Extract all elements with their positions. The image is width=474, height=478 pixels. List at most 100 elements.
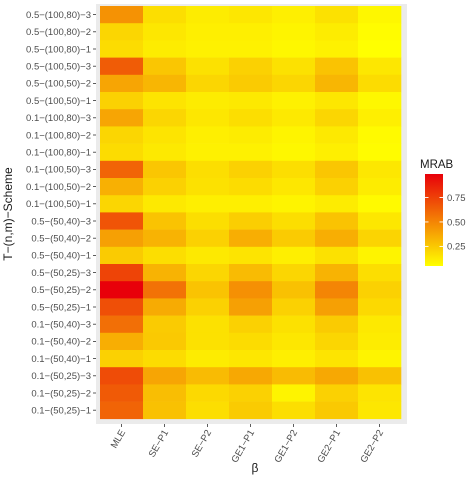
heatmap-cell [358,264,402,282]
y-tick-label: 0.5−(50,25)−1 [31,302,91,313]
heatmap-cell [186,126,230,144]
heatmap-cell [229,23,273,41]
heatmap-cell [272,23,316,41]
heatmap-cell [272,143,316,162]
heatmap-cell [186,350,230,368]
legend-tick-label: 0.25 [447,242,466,253]
y-tick-label: 0.5−(100,80)−2 [26,27,91,38]
y-axis-title: T−(n,m)−Scheme [1,167,15,261]
heatmap-cell [315,384,359,402]
heatmap-cell [272,92,316,110]
heatmap-cell [100,401,144,420]
y-tick-label: 0.1−(50,40)−2 [31,337,91,348]
heatmap-cell [100,281,144,299]
heatmap-cell [100,160,144,179]
heatmap-cell [358,212,402,230]
heatmap-cell [143,212,187,230]
heatmap-cell [272,6,316,24]
heatmap-cell [143,298,187,316]
heatmap-cell [315,350,359,368]
heatmap-cell [186,92,230,110]
x-axis-ticks: MLE SE−P1 SE−P2 GE1−P1 GE1−P2 GE2−P1 GE2−P2 [109,424,386,465]
heatmap-cell [272,367,316,385]
heatmap-cell [315,109,359,127]
heatmap-cell [229,143,273,162]
heatmap-cell [143,315,187,334]
heatmap-cells [100,6,402,420]
heatmap-cell [315,315,359,334]
legend: MRAB 0.25 0.50 0.75 [420,159,466,266]
heatmap-cell [100,264,144,282]
heatmap-cell [315,195,359,213]
heatmap-cell [272,160,316,179]
heatmap-cell [186,195,230,213]
heatmap-cell [315,246,359,265]
heatmap-cell [272,246,316,265]
heatmap-cell [272,350,316,368]
heatmap-cell [186,384,230,402]
heatmap-cell [358,332,402,351]
heatmap-cell [229,195,273,213]
y-tick-label: 0.1−(100,50)−1 [26,199,91,210]
heatmap-cell [272,109,316,127]
heatmap-cell [143,332,187,351]
heatmap-cell [358,126,402,144]
heatmap-cell [358,143,402,162]
heatmap-cell [358,246,402,265]
x-tick-label: MLE [109,428,128,450]
heatmap-cell [143,143,187,162]
heatmap-cell [358,281,402,299]
y-tick-label: 0.5−(50,25)−3 [31,268,91,279]
heatmap-cell [229,350,273,368]
heatmap-cell [143,178,187,196]
heatmap-cell [229,40,273,58]
y-tick-label: 0.1−(100,50)−3 [26,165,91,176]
heatmap-cell [358,384,402,402]
heatmap-cell [272,178,316,196]
heatmap-cell [358,229,402,248]
y-tick-label: 0.1−(50,40)−1 [31,354,91,365]
heatmap-cell [100,6,144,24]
heatmap-cell [229,264,273,282]
heatmap-cell [100,109,144,127]
heatmap-cell [186,160,230,179]
heatmap-cell [229,92,273,110]
heatmap-cell [229,367,273,385]
heatmap-cell [100,143,144,162]
x-tick-label: GE1−P2 [272,428,300,465]
heatmap-cell [272,281,316,299]
heatmap-cell [186,229,230,248]
heatmap-cell [100,384,144,402]
heatmap-cell [229,6,273,24]
heatmap-cell [315,281,359,299]
y-tick-label: 0.1−(50,25)−1 [31,406,91,417]
heatmap-cell [229,246,273,265]
heatmap-cell [358,57,402,76]
heatmap-cell [229,212,273,230]
heatmap-cell [186,401,230,420]
heatmap-cell [100,246,144,265]
y-tick-label: 0.1−(100,80)−2 [26,130,91,141]
heatmap-cell [143,126,187,144]
x-tick-label: SE−P1 [147,428,171,459]
y-tick-label: 0.1−(50,25)−3 [31,371,91,382]
heatmap-cell [143,350,187,368]
y-tick-label: 0.5−(50,40)−3 [31,216,91,227]
heatmap-cell [272,212,316,230]
heatmap-cell [229,401,273,420]
heatmap-cell [315,298,359,316]
heatmap-cell [315,332,359,351]
heatmap-cell [143,6,187,24]
legend-tick-label: 0.50 [447,217,466,228]
heatmap-cell [143,23,187,41]
heatmap-cell [315,40,359,58]
heatmap-cell [272,332,316,351]
heatmap-cell [100,229,144,248]
heatmap-cell [143,384,187,402]
heatmap-cell [229,229,273,248]
heatmap-cell [100,178,144,196]
heatmap-cell [100,332,144,351]
heatmap-cell [358,74,402,93]
heatmap-cell [143,367,187,385]
